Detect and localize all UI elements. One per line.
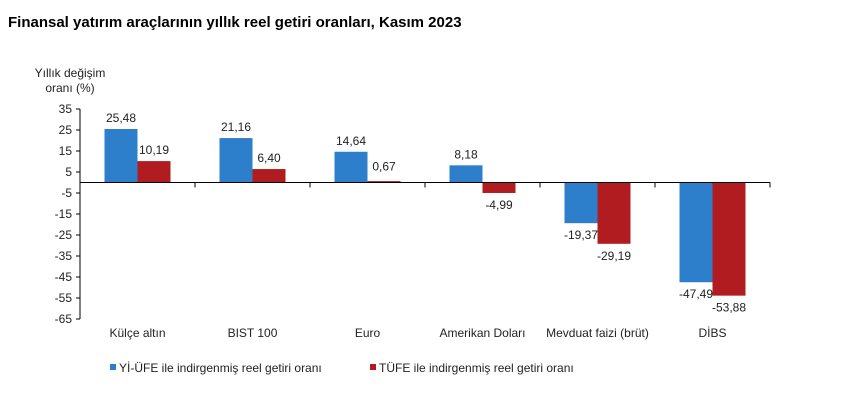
data-label: -4,99 (485, 198, 513, 212)
data-label: 25,48 (106, 111, 136, 125)
x-tick-label: Euro (355, 326, 381, 340)
legend-label: Yİ-ÜFE ile indirgenmiş reel getiri oranı (119, 361, 322, 375)
y-tick-label: -55 (55, 291, 73, 305)
x-tick-label: Külçe altın (109, 326, 165, 340)
bar-tufe (367, 181, 401, 183)
data-label: -19,37 (564, 228, 598, 242)
y-tick-label: -15 (55, 207, 73, 221)
y-axis-label: oranı (%) (45, 81, 94, 95)
bar-tufe (252, 169, 286, 183)
data-label: 0,67 (372, 160, 396, 174)
legend-label: TÜFE ile indirgenmiş reel getiri oranı (379, 361, 574, 375)
data-label: 6,40 (257, 151, 281, 165)
bar-yiufe (334, 151, 368, 183)
bar-yiufe (564, 182, 598, 224)
bar-tufe (137, 161, 171, 183)
y-tick-label: 15 (59, 144, 73, 158)
bar-tufe (597, 182, 631, 244)
data-label: -29,19 (597, 249, 631, 263)
bar-yiufe (219, 138, 253, 183)
data-label: -47,49 (679, 287, 713, 301)
x-tick-label: BIST 100 (228, 326, 278, 340)
y-tick-label: -5 (61, 186, 72, 200)
data-label: 14,64 (336, 134, 366, 148)
x-tick-label: Amerikan Doları (439, 326, 525, 340)
y-tick-label: -25 (55, 228, 73, 242)
legend-swatch (110, 364, 116, 370)
bar-yiufe (679, 182, 713, 283)
x-tick-label: DİBS (698, 326, 726, 340)
bar-tufe (712, 182, 746, 296)
y-tick-label: -35 (55, 249, 73, 263)
y-axis-label: Yıllık değişim (35, 66, 106, 80)
data-label: 8,18 (454, 147, 478, 161)
y-tick-label: 35 (59, 102, 73, 116)
bar-yiufe (104, 128, 138, 183)
y-tick-label: -45 (55, 270, 73, 284)
x-tick-label: Mevduat faizi (brüt) (546, 326, 649, 340)
chart-title: Finansal yatırım araçlarının yıllık reel… (8, 14, 462, 31)
data-label: 21,16 (221, 120, 251, 134)
data-label: -53,88 (712, 301, 746, 315)
y-tick-label: 25 (59, 123, 73, 137)
y-tick-label: -65 (55, 312, 73, 326)
bar-tufe (482, 182, 516, 193)
y-tick-label: 5 (65, 165, 72, 179)
legend-swatch (370, 364, 376, 370)
data-label: 10,19 (139, 143, 169, 157)
bar-yiufe (449, 165, 483, 183)
